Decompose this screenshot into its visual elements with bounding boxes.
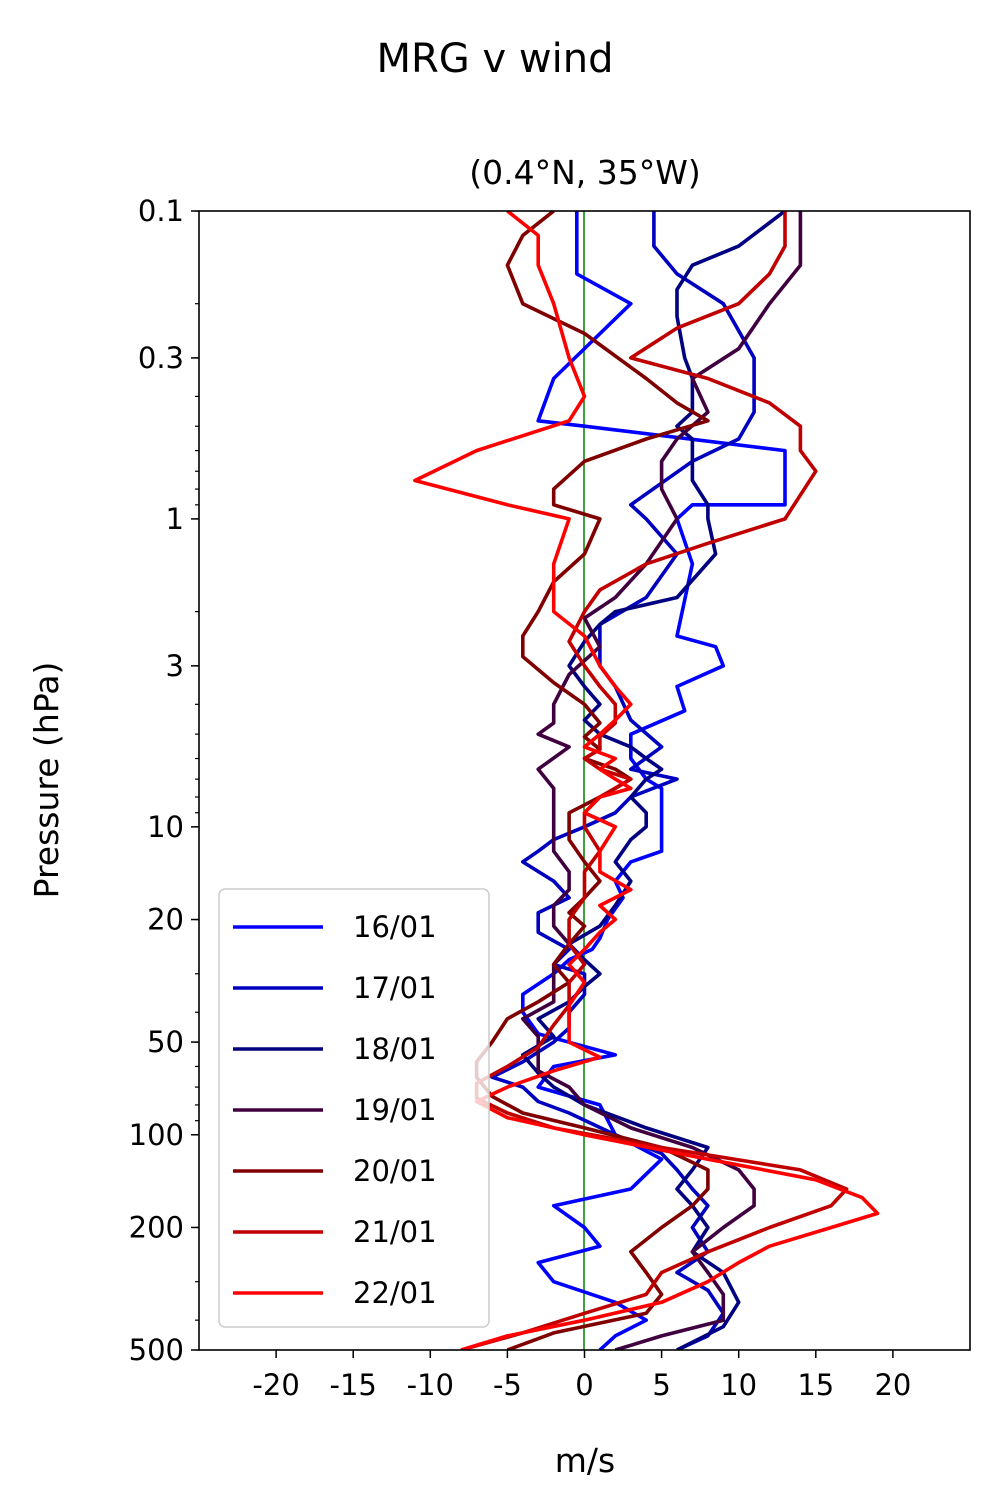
axes-title: (0.4°N, 35°W) — [469, 153, 701, 192]
x-tick-layer: -20 -15 -10 -5 0 5 10 15 20 — [252, 1350, 911, 1402]
x-axis-label: m/s — [555, 1441, 615, 1480]
legend-label: 18/01 — [353, 1032, 437, 1066]
y-tick-label: 20 — [147, 903, 184, 937]
plot-frame — [198, 210, 971, 1351]
x-tick-label: 0 — [575, 1368, 593, 1402]
y-tick-label: 1 — [166, 502, 184, 536]
legend-label: 17/01 — [353, 971, 437, 1005]
x-tick-label: -5 — [493, 1368, 522, 1402]
series-layer — [413, 211, 880, 1350]
x-tick-label: 20 — [874, 1368, 911, 1402]
y-tick-label: 200 — [129, 1210, 184, 1244]
x-tick-label: 15 — [797, 1368, 834, 1402]
legend-frame — [218, 888, 490, 1328]
series-line-17-01 — [490, 211, 756, 1350]
legend: 16/01 17/01 18/01 19/01 20/01 21/01 22/01 — [218, 888, 490, 1328]
y-tick-label: 50 — [147, 1025, 184, 1059]
plot-area — [413, 211, 880, 1350]
legend-label: 16/01 — [353, 910, 437, 944]
series-line-22-01 — [413, 211, 880, 1350]
y-axis-label: Pressure (hPa) — [27, 662, 66, 899]
series-line-18-01 — [521, 211, 787, 1350]
y-tick-layer: 0.1 0.3 1 3 10 20 50 100 200 500 — [129, 194, 199, 1367]
figure-suptitle: MRG v wind — [377, 36, 614, 82]
series-line-21-01 — [460, 211, 849, 1350]
legend-label: 20/01 — [353, 1154, 437, 1188]
legend-label: 22/01 — [353, 1276, 437, 1310]
x-tick-label: 10 — [720, 1368, 757, 1402]
y-tick-label: 0.1 — [138, 194, 184, 228]
x-tick-label: -10 — [407, 1368, 454, 1402]
legend-label: 21/01 — [353, 1215, 437, 1249]
series-line-19-01 — [521, 211, 803, 1350]
x-tick-label: -20 — [252, 1368, 299, 1402]
series-line-20-01 — [474, 211, 710, 1350]
y-tick-label: 100 — [129, 1118, 184, 1152]
x-tick-label: 5 — [652, 1368, 670, 1402]
y-tick-label: 3 — [166, 649, 184, 683]
x-tick-label: -15 — [330, 1368, 377, 1402]
y-tick-label: 0.3 — [138, 341, 184, 375]
y-tick-label: 500 — [129, 1333, 184, 1367]
legend-label: 19/01 — [353, 1093, 437, 1127]
y-tick-label: 10 — [147, 810, 184, 844]
